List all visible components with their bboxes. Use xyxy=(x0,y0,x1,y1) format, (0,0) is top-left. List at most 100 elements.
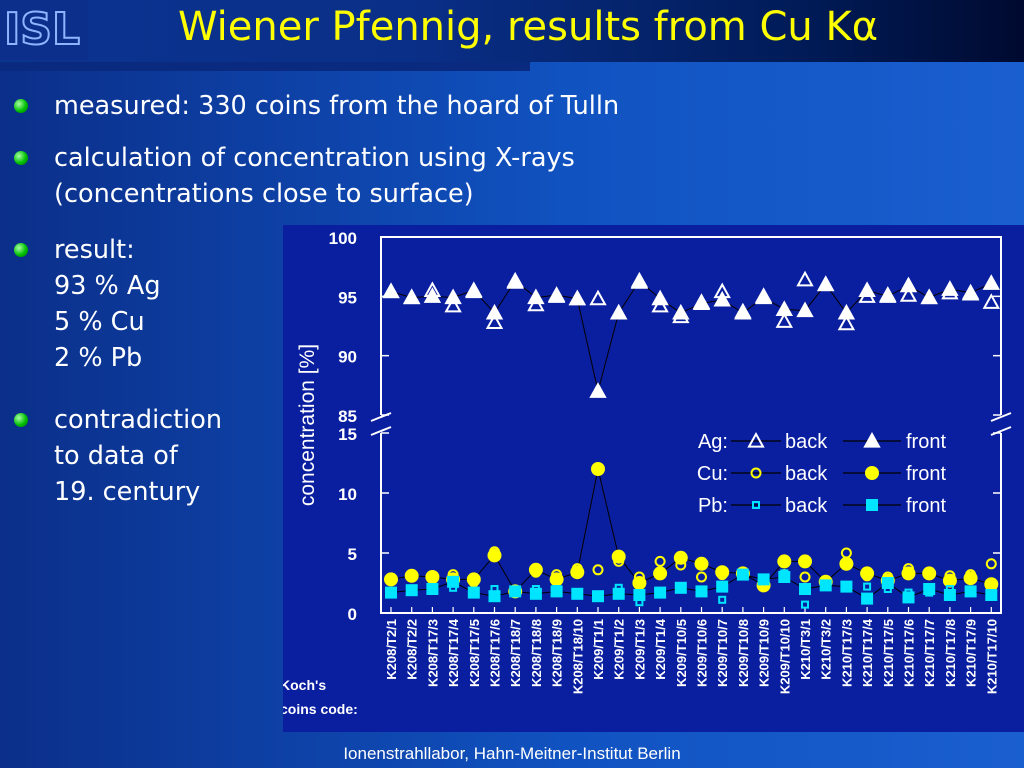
x-tick-label: K209/T1/1 xyxy=(591,619,606,680)
bullet-text: measured: 330 coins from the hoard of Tu… xyxy=(54,88,619,124)
cu-front-point xyxy=(942,573,957,588)
legend-label: Pb: xyxy=(698,495,728,517)
ag-front-point xyxy=(403,288,421,305)
pb-front-point xyxy=(861,592,874,605)
bullet-text: result: 93 % Ag 5 % Cu 2 % Pb xyxy=(54,232,161,376)
x-tick-label: K209/T10/7 xyxy=(715,619,730,687)
cu-front-point xyxy=(715,565,730,580)
x-tick-label: K208/T18/10 xyxy=(570,619,585,694)
ag-front-point xyxy=(754,288,773,305)
pb-front-point xyxy=(571,587,584,600)
x-tick-label: K210/T17/10 xyxy=(984,619,999,694)
ag-front-point xyxy=(506,271,524,288)
cu-front-point xyxy=(466,572,481,587)
ag-front-point xyxy=(485,303,504,320)
pb-front-point xyxy=(736,568,749,581)
x-tick-label: K209/T1/2 xyxy=(612,619,627,680)
cu-front-point xyxy=(984,577,999,592)
x-tick-label: K209/T1/4 xyxy=(653,618,668,679)
bullet-line: contradiction xyxy=(54,405,223,435)
cu-back-point xyxy=(696,571,707,583)
cu-front-point xyxy=(653,566,668,581)
y-tick-label: 90 xyxy=(338,348,357,367)
pb-back-point xyxy=(718,595,727,604)
ag-front-point xyxy=(961,283,980,300)
cu-front-point xyxy=(777,554,792,569)
x-tick-label: K210/T17/9 xyxy=(964,619,979,687)
x-tick-label: K208/T2/1 xyxy=(384,619,399,680)
x-axis-note: coins code: xyxy=(283,701,358,717)
pb-front-point xyxy=(778,571,791,583)
bullet-line: 19. century xyxy=(54,477,201,507)
cu-front-point xyxy=(591,462,605,476)
pb-front-point xyxy=(985,589,998,601)
plot-frame-upper xyxy=(380,236,1002,415)
x-tick-label: K210/T3/1 xyxy=(798,619,813,680)
ag-front-point xyxy=(382,282,400,299)
cu-front-point xyxy=(922,566,937,581)
legend-label: Cu: xyxy=(697,463,728,485)
pb-front-point xyxy=(550,585,563,598)
pb-front-point xyxy=(943,589,956,601)
pb-front-point xyxy=(923,583,936,595)
isl-logo: ISL xyxy=(0,0,88,60)
bullet-line: result: xyxy=(54,235,135,265)
ag-front-point xyxy=(589,382,607,398)
ag-front-point xyxy=(734,303,752,320)
ag-back-point xyxy=(899,286,918,302)
pb-front-point xyxy=(488,590,501,603)
axis-break-left xyxy=(370,412,392,436)
ag-back-point xyxy=(589,289,607,306)
x-tick-label: K210/T3/2 xyxy=(819,619,834,680)
axis-break-right xyxy=(990,412,1012,436)
cu-front-point xyxy=(425,570,440,584)
ag-front-point xyxy=(713,290,731,307)
ag-front-point xyxy=(858,281,876,297)
pb-front-point xyxy=(592,590,604,603)
x-tick-label: K210/T17/8 xyxy=(943,619,958,687)
x-tick-label: K208/T17/3 xyxy=(425,619,440,687)
y-tick-label: 85 xyxy=(338,407,357,426)
cu-front-point xyxy=(487,548,502,563)
pb-front-point xyxy=(902,591,915,604)
pb-front-point xyxy=(757,573,770,586)
cu-front-point xyxy=(570,565,585,580)
cu-front-line xyxy=(390,468,992,593)
bullet-line: 5 % Cu xyxy=(54,307,145,337)
ag-front-point xyxy=(630,271,649,288)
x-tick-label: K210/T17/5 xyxy=(881,619,896,687)
ag-front-point xyxy=(920,288,938,305)
cu-back-point xyxy=(799,571,811,583)
x-tick-label: K208/T18/8 xyxy=(529,619,544,687)
ag-front-point xyxy=(899,276,918,293)
pb-front-point xyxy=(467,586,480,599)
cu-front-point xyxy=(673,550,688,565)
x-tick-label: K208/T17/6 xyxy=(488,619,503,687)
cu-front-point xyxy=(963,571,978,586)
x-tick-label: K209/T10/10 xyxy=(777,619,792,694)
legend-back-label: back xyxy=(785,431,828,453)
pb-front-point xyxy=(866,499,878,511)
cu-front-point xyxy=(611,549,626,564)
ag-front-point xyxy=(817,275,835,292)
cu-front-point xyxy=(384,572,398,587)
ag-front-point xyxy=(444,288,462,305)
pb-front-point xyxy=(840,580,853,593)
title-underline xyxy=(0,62,530,71)
cu-front-point xyxy=(632,576,647,590)
x-tick-label: K210/T17/4 xyxy=(860,618,875,687)
bullet-line: 2 % Pb xyxy=(54,343,143,373)
legend-back-label: back xyxy=(785,495,828,517)
bullet-line: calculation of concentration using X-ray… xyxy=(54,143,575,173)
legend-front-label: front xyxy=(906,463,946,485)
ag-front-point xyxy=(796,301,814,318)
pb-front-point xyxy=(426,583,439,595)
legend-label: Ag: xyxy=(698,431,728,453)
y-tick-label: 0 xyxy=(348,605,357,624)
bullet-text: contradiction to data of 19. century xyxy=(54,402,222,510)
title-bar: ISL Wiener Pfennig, results from Cu Kα xyxy=(0,0,1024,62)
legend-back-label: back xyxy=(785,463,828,485)
pb-front-line xyxy=(390,574,992,600)
cu-back-point xyxy=(592,564,604,576)
x-tick-label: K209/T10/9 xyxy=(757,619,772,687)
